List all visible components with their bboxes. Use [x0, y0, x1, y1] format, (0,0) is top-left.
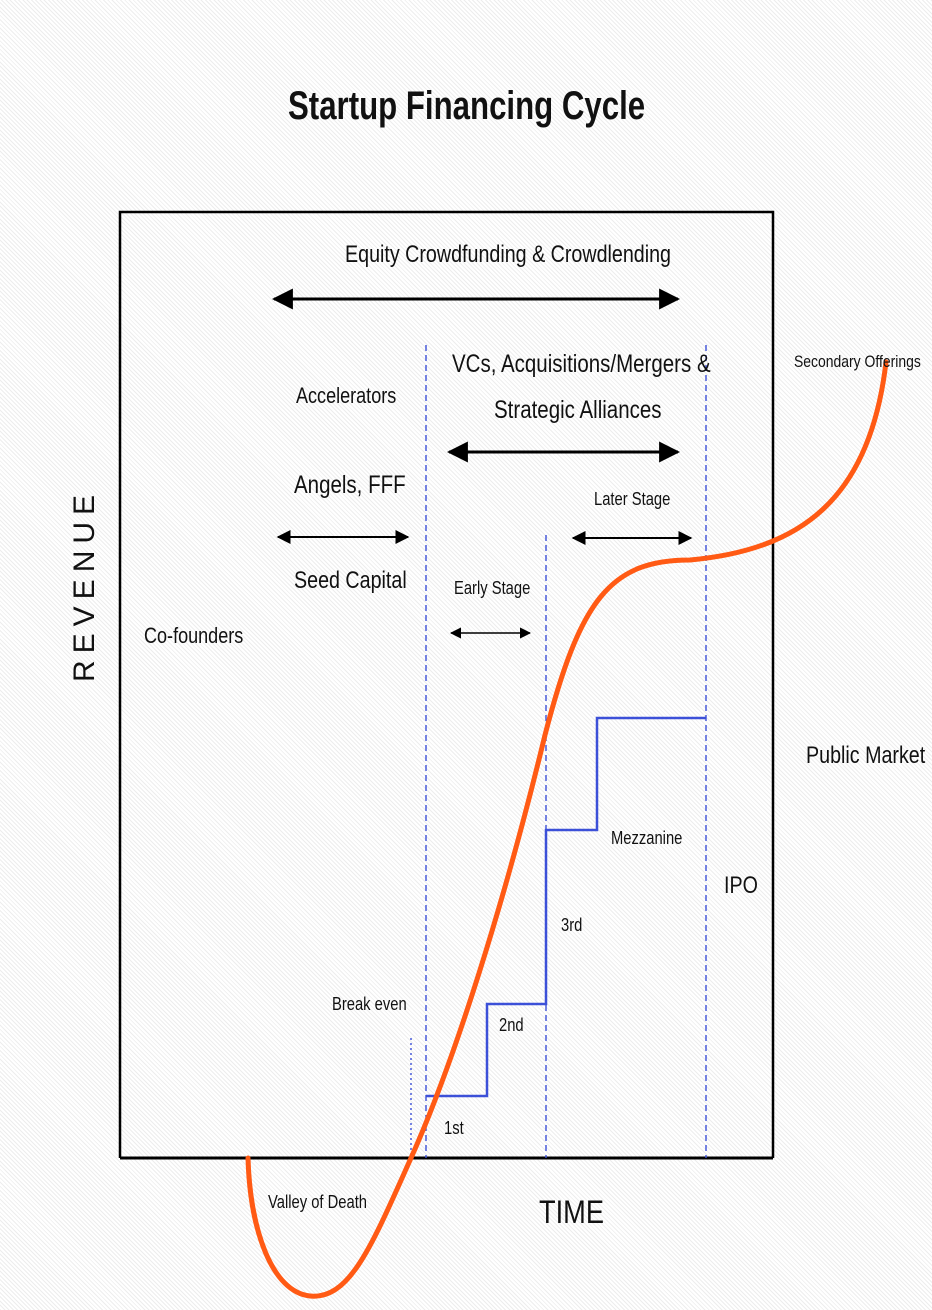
- label-equity-crowdfunding: Equity Crowdfunding & Crowdlending: [345, 241, 672, 268]
- y-axis-label: REVENUE: [68, 487, 101, 682]
- label-round-2nd: 2nd: [499, 1015, 524, 1035]
- chart-frame: [118, 210, 775, 1158]
- label-accelerators: Accelerators: [296, 383, 397, 408]
- funding-rounds-steps: [426, 716, 706, 1098]
- label-seed-capital: Seed Capital: [294, 567, 407, 594]
- label-angels-fff: Angels, FFF: [294, 471, 406, 499]
- label-public-market: Public Market: [806, 742, 926, 769]
- label-break-even: Break even: [332, 994, 407, 1014]
- label-co-founders: Co-founders: [144, 623, 244, 648]
- label-secondary-offerings: Secondary Offerings: [794, 352, 921, 371]
- label-vcs-line2: Strategic Alliances: [494, 396, 662, 424]
- label-vcs-line1: VCs, Acquisitions/Mergers &: [452, 350, 711, 378]
- label-ipo: IPO: [724, 872, 758, 899]
- label-mezzanine: Mezzanine: [611, 828, 683, 848]
- x-axis-label: TIME: [539, 1194, 604, 1230]
- diagram-title: Startup Financing Cycle: [288, 84, 646, 128]
- label-round-3rd: 3rd: [561, 915, 583, 935]
- label-early-stage: Early Stage: [454, 578, 531, 598]
- label-round-1st: 1st: [444, 1118, 464, 1138]
- revenue-curve: [245, 359, 889, 1299]
- label-valley-of-death: Valley of Death: [268, 1192, 368, 1212]
- label-later-stage: Later Stage: [594, 489, 671, 509]
